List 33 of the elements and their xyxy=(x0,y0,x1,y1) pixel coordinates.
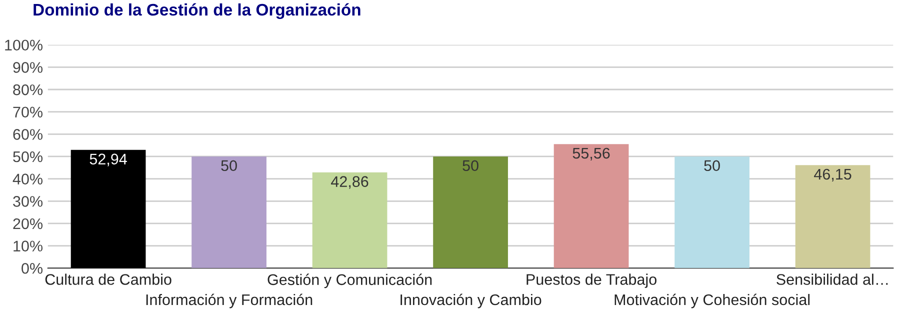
bar xyxy=(433,156,508,268)
y-tick-label: 70% xyxy=(13,106,43,118)
y-tick-label: 50% xyxy=(13,151,43,162)
data-label: 55,56 xyxy=(572,148,610,160)
bar xyxy=(192,156,266,268)
x-tick-label: Innovación y Cambio xyxy=(400,294,542,308)
data-label: 46,15 xyxy=(814,168,852,182)
y-tick-label: 80% xyxy=(13,84,43,96)
x-tick-label: Sensibilidad al… xyxy=(776,274,888,285)
y-tick-label: 10% xyxy=(14,240,43,252)
y-tick-label: 90% xyxy=(13,62,43,73)
y-tick-label: 40% xyxy=(12,174,43,184)
bar xyxy=(795,165,870,268)
y-tick-label: 20% xyxy=(13,218,43,230)
y-tick-label: 0% xyxy=(22,262,43,274)
bar xyxy=(674,156,750,268)
bar xyxy=(70,150,146,268)
y-tick-label: 30% xyxy=(13,196,43,207)
bar xyxy=(554,144,629,268)
y-tick-label: 100% xyxy=(5,40,43,51)
data-label: 42,86 xyxy=(331,176,368,189)
x-tick-label: Cultura de Cambio xyxy=(45,274,172,285)
chart-title: Dominio de la Gestión de la Organización xyxy=(34,3,360,20)
data-label: 50 xyxy=(704,160,720,172)
data-label: 52,94 xyxy=(90,154,127,166)
y-tick-label: 60% xyxy=(13,129,43,140)
x-tick-label: Puestos de Trabajo xyxy=(526,274,656,288)
x-tick-label: Motivación y Cohesión social xyxy=(614,294,810,308)
data-label: 50 xyxy=(221,160,237,172)
x-tick-label: Información y Formación xyxy=(146,294,312,308)
data-label: 50 xyxy=(462,160,478,172)
bar xyxy=(312,172,388,268)
x-tick-label: Gestión y Comunicación xyxy=(268,274,432,288)
